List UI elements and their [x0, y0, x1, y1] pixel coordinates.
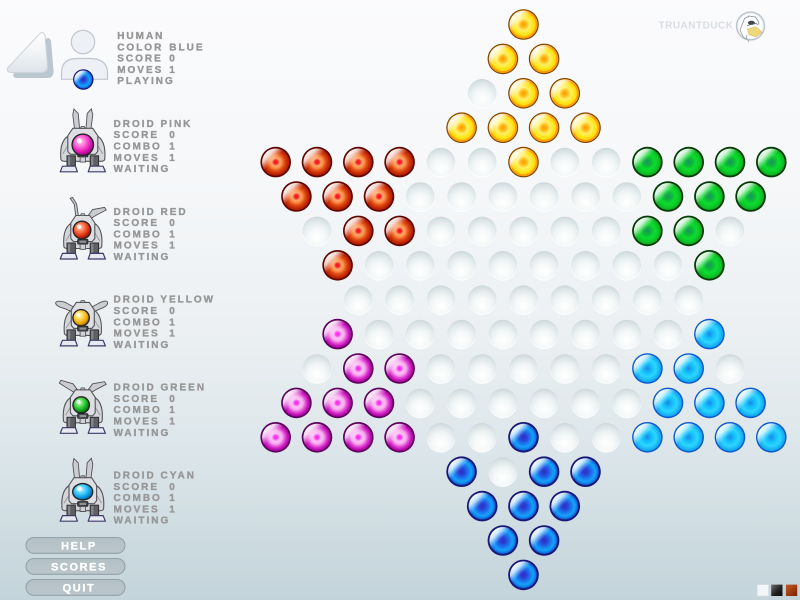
svg-text:1: 1 — [169, 153, 177, 164]
svg-text:COMBO: COMBO — [114, 493, 162, 504]
svg-text:MOVES: MOVES — [114, 153, 160, 164]
svg-text:0: 0 — [169, 394, 177, 405]
svg-text:MOVES: MOVES — [114, 241, 160, 252]
svg-text:0: 0 — [169, 130, 177, 141]
svg-text:WAITING: WAITING — [114, 428, 171, 439]
svg-text:DROID CYAN: DROID CYAN — [114, 471, 196, 482]
svg-text:TRUANTDUCK: TRUANTDUCK — [659, 20, 734, 31]
svg-text:QUIT: QUIT — [63, 582, 96, 594]
svg-text:WAITING: WAITING — [114, 516, 171, 527]
svg-text:DROID PINK: DROID PINK — [114, 119, 193, 130]
svg-text:0: 0 — [169, 54, 177, 65]
svg-text:0: 0 — [169, 306, 177, 317]
svg-text:BLUE: BLUE — [169, 42, 204, 53]
svg-text:MOVES: MOVES — [114, 417, 160, 428]
svg-text:WAITING: WAITING — [114, 252, 171, 263]
svg-text:1: 1 — [169, 65, 177, 76]
svg-text:MOVES: MOVES — [114, 329, 160, 340]
svg-text:1: 1 — [169, 405, 177, 416]
svg-text:COLOR: COLOR — [117, 42, 163, 53]
svg-text:1: 1 — [169, 229, 177, 240]
svg-text:SCORE: SCORE — [117, 54, 163, 65]
svg-text:HELP: HELP — [61, 540, 97, 552]
svg-text:DROID YELLOW: DROID YELLOW — [114, 295, 216, 306]
svg-text:DROID GREEN: DROID GREEN — [114, 383, 207, 394]
svg-text:SCORE: SCORE — [114, 218, 160, 229]
svg-text:HUMAN: HUMAN — [117, 31, 164, 42]
svg-text:COMBO: COMBO — [114, 405, 162, 416]
svg-text:1: 1 — [169, 317, 177, 328]
svg-text:COMBO: COMBO — [114, 142, 162, 153]
svg-text:MOVES: MOVES — [114, 504, 160, 515]
svg-text:WAITING: WAITING — [114, 340, 171, 351]
svg-text:SCORE: SCORE — [114, 306, 160, 317]
svg-text:COMBO: COMBO — [114, 229, 162, 240]
svg-text:SCORE: SCORE — [114, 394, 160, 405]
svg-text:WAITING: WAITING — [114, 164, 171, 175]
svg-text:SCORE: SCORE — [114, 130, 160, 141]
svg-text:SCORES: SCORES — [51, 561, 107, 573]
svg-text:1: 1 — [169, 329, 177, 340]
svg-text:1: 1 — [169, 417, 177, 428]
svg-text:DROID RED: DROID RED — [114, 207, 188, 218]
svg-text:0: 0 — [169, 218, 177, 229]
svg-text:1: 1 — [169, 504, 177, 515]
svg-text:1: 1 — [169, 142, 177, 153]
svg-text:MOVES: MOVES — [117, 65, 163, 76]
svg-text:PLAYING: PLAYING — [117, 76, 175, 87]
svg-text:1: 1 — [169, 493, 177, 504]
svg-text:0: 0 — [169, 482, 177, 493]
svg-text:COMBO: COMBO — [114, 317, 162, 328]
svg-text:1: 1 — [169, 241, 177, 252]
svg-text:SCORE: SCORE — [114, 482, 160, 493]
